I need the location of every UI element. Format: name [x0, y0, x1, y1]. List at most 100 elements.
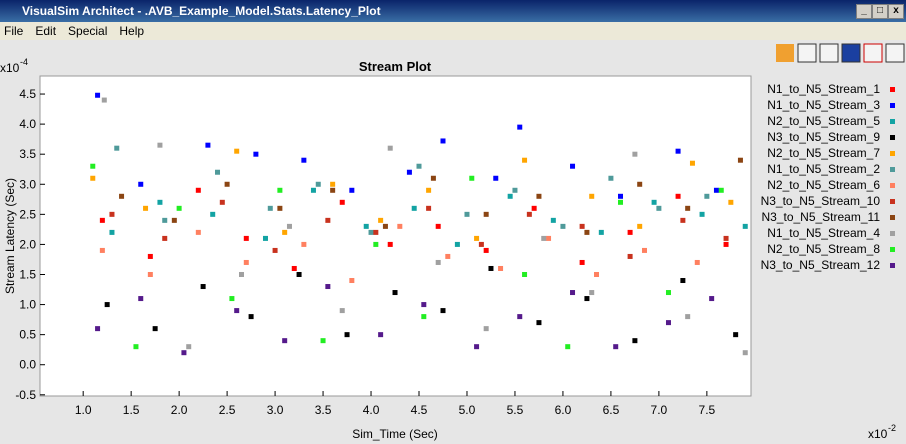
point — [99, 217, 105, 223]
point — [262, 235, 268, 241]
point — [101, 97, 107, 103]
point — [373, 241, 379, 247]
point — [219, 199, 225, 205]
point — [675, 148, 681, 154]
y-tick-label: 0.0 — [19, 358, 36, 372]
point — [330, 187, 336, 193]
point — [570, 163, 576, 169]
window-title: VisualSim Architect - .AVB_Example_Model… — [22, 4, 381, 18]
legend-swatch — [890, 231, 895, 236]
point — [320, 338, 326, 344]
point — [632, 151, 638, 157]
tool-button[interactable] — [797, 43, 817, 63]
y-tick-label: 1.0 — [19, 298, 36, 312]
point — [109, 211, 115, 217]
point — [421, 314, 427, 320]
point — [483, 211, 489, 217]
point — [138, 181, 144, 187]
close[interactable]: x — [888, 4, 904, 19]
toolbar — [776, 43, 905, 63]
point — [248, 314, 254, 320]
point — [147, 271, 153, 277]
point — [493, 175, 499, 181]
menu-item[interactable]: Help — [119, 24, 145, 38]
x-tick-label: 3.0 — [267, 403, 284, 417]
point — [584, 296, 590, 302]
menu-item[interactable]: Edit — [35, 24, 57, 38]
point — [301, 241, 307, 247]
tool-button[interactable] — [819, 43, 839, 63]
point — [426, 187, 432, 193]
tool-button[interactable] — [776, 44, 794, 62]
point — [339, 199, 345, 205]
legend-swatch — [890, 167, 895, 172]
point — [478, 241, 484, 247]
point — [286, 223, 292, 229]
point — [176, 205, 182, 211]
point — [387, 145, 393, 151]
menu-item[interactable]: Special — [68, 24, 108, 38]
point — [344, 332, 350, 338]
point — [234, 148, 240, 154]
point — [584, 229, 590, 235]
chart: Stream Plot Sim_Time (Sec) Stream Latenc… — [0, 43, 905, 441]
point — [147, 253, 153, 259]
point — [349, 187, 355, 193]
tool-button[interactable] — [841, 43, 861, 63]
point — [469, 175, 475, 181]
legend-label: N2_to_N5_Stream_7 — [767, 146, 880, 160]
point — [704, 193, 710, 199]
point — [181, 350, 187, 356]
point — [579, 259, 585, 265]
tool-button[interactable] — [885, 43, 905, 63]
point — [685, 314, 691, 320]
point — [133, 344, 139, 350]
point — [699, 211, 705, 217]
x-tick-label: 4.5 — [411, 403, 428, 417]
point — [143, 205, 149, 211]
point — [200, 284, 206, 290]
point — [675, 193, 681, 199]
point — [483, 326, 489, 332]
chart-title: Stream Plot — [359, 59, 432, 74]
point — [579, 223, 585, 229]
x-tick-label: 4.0 — [363, 403, 380, 417]
point — [363, 223, 369, 229]
y-axis-label: Stream Latency (Sec) — [3, 178, 17, 294]
menu-item[interactable]: File — [4, 24, 24, 38]
point — [416, 163, 422, 169]
point — [282, 338, 288, 344]
x-exponent: -2 — [888, 423, 896, 433]
y-tick-label: 3.5 — [19, 147, 36, 161]
point — [550, 217, 556, 223]
point — [474, 235, 480, 241]
legend-swatch — [890, 263, 895, 268]
tool-button[interactable] — [863, 43, 883, 63]
point — [392, 290, 398, 296]
legend-label: N3_to_N5_Stream_12 — [761, 258, 881, 272]
point — [613, 344, 619, 350]
point — [171, 217, 177, 223]
point — [546, 235, 552, 241]
maximize[interactable]: □ — [872, 4, 888, 19]
point — [368, 229, 374, 235]
y-tick-label: 4.0 — [19, 117, 36, 131]
plot-area — [39, 75, 752, 397]
point — [440, 308, 446, 314]
point — [718, 187, 724, 193]
point — [565, 344, 571, 350]
point — [440, 138, 446, 144]
point — [665, 290, 671, 296]
legend-label: N2_to_N5_Stream_5 — [767, 114, 880, 128]
point — [435, 223, 441, 229]
legend-label: N1_to_N5_Stream_1 — [767, 82, 880, 96]
minimize[interactable]: _ — [856, 4, 872, 19]
point — [267, 205, 273, 211]
y-tick-label: 2.5 — [19, 207, 36, 221]
point — [373, 229, 379, 235]
point — [157, 142, 163, 148]
point — [507, 193, 513, 199]
point — [224, 181, 230, 187]
point — [627, 229, 633, 235]
point — [522, 157, 528, 163]
